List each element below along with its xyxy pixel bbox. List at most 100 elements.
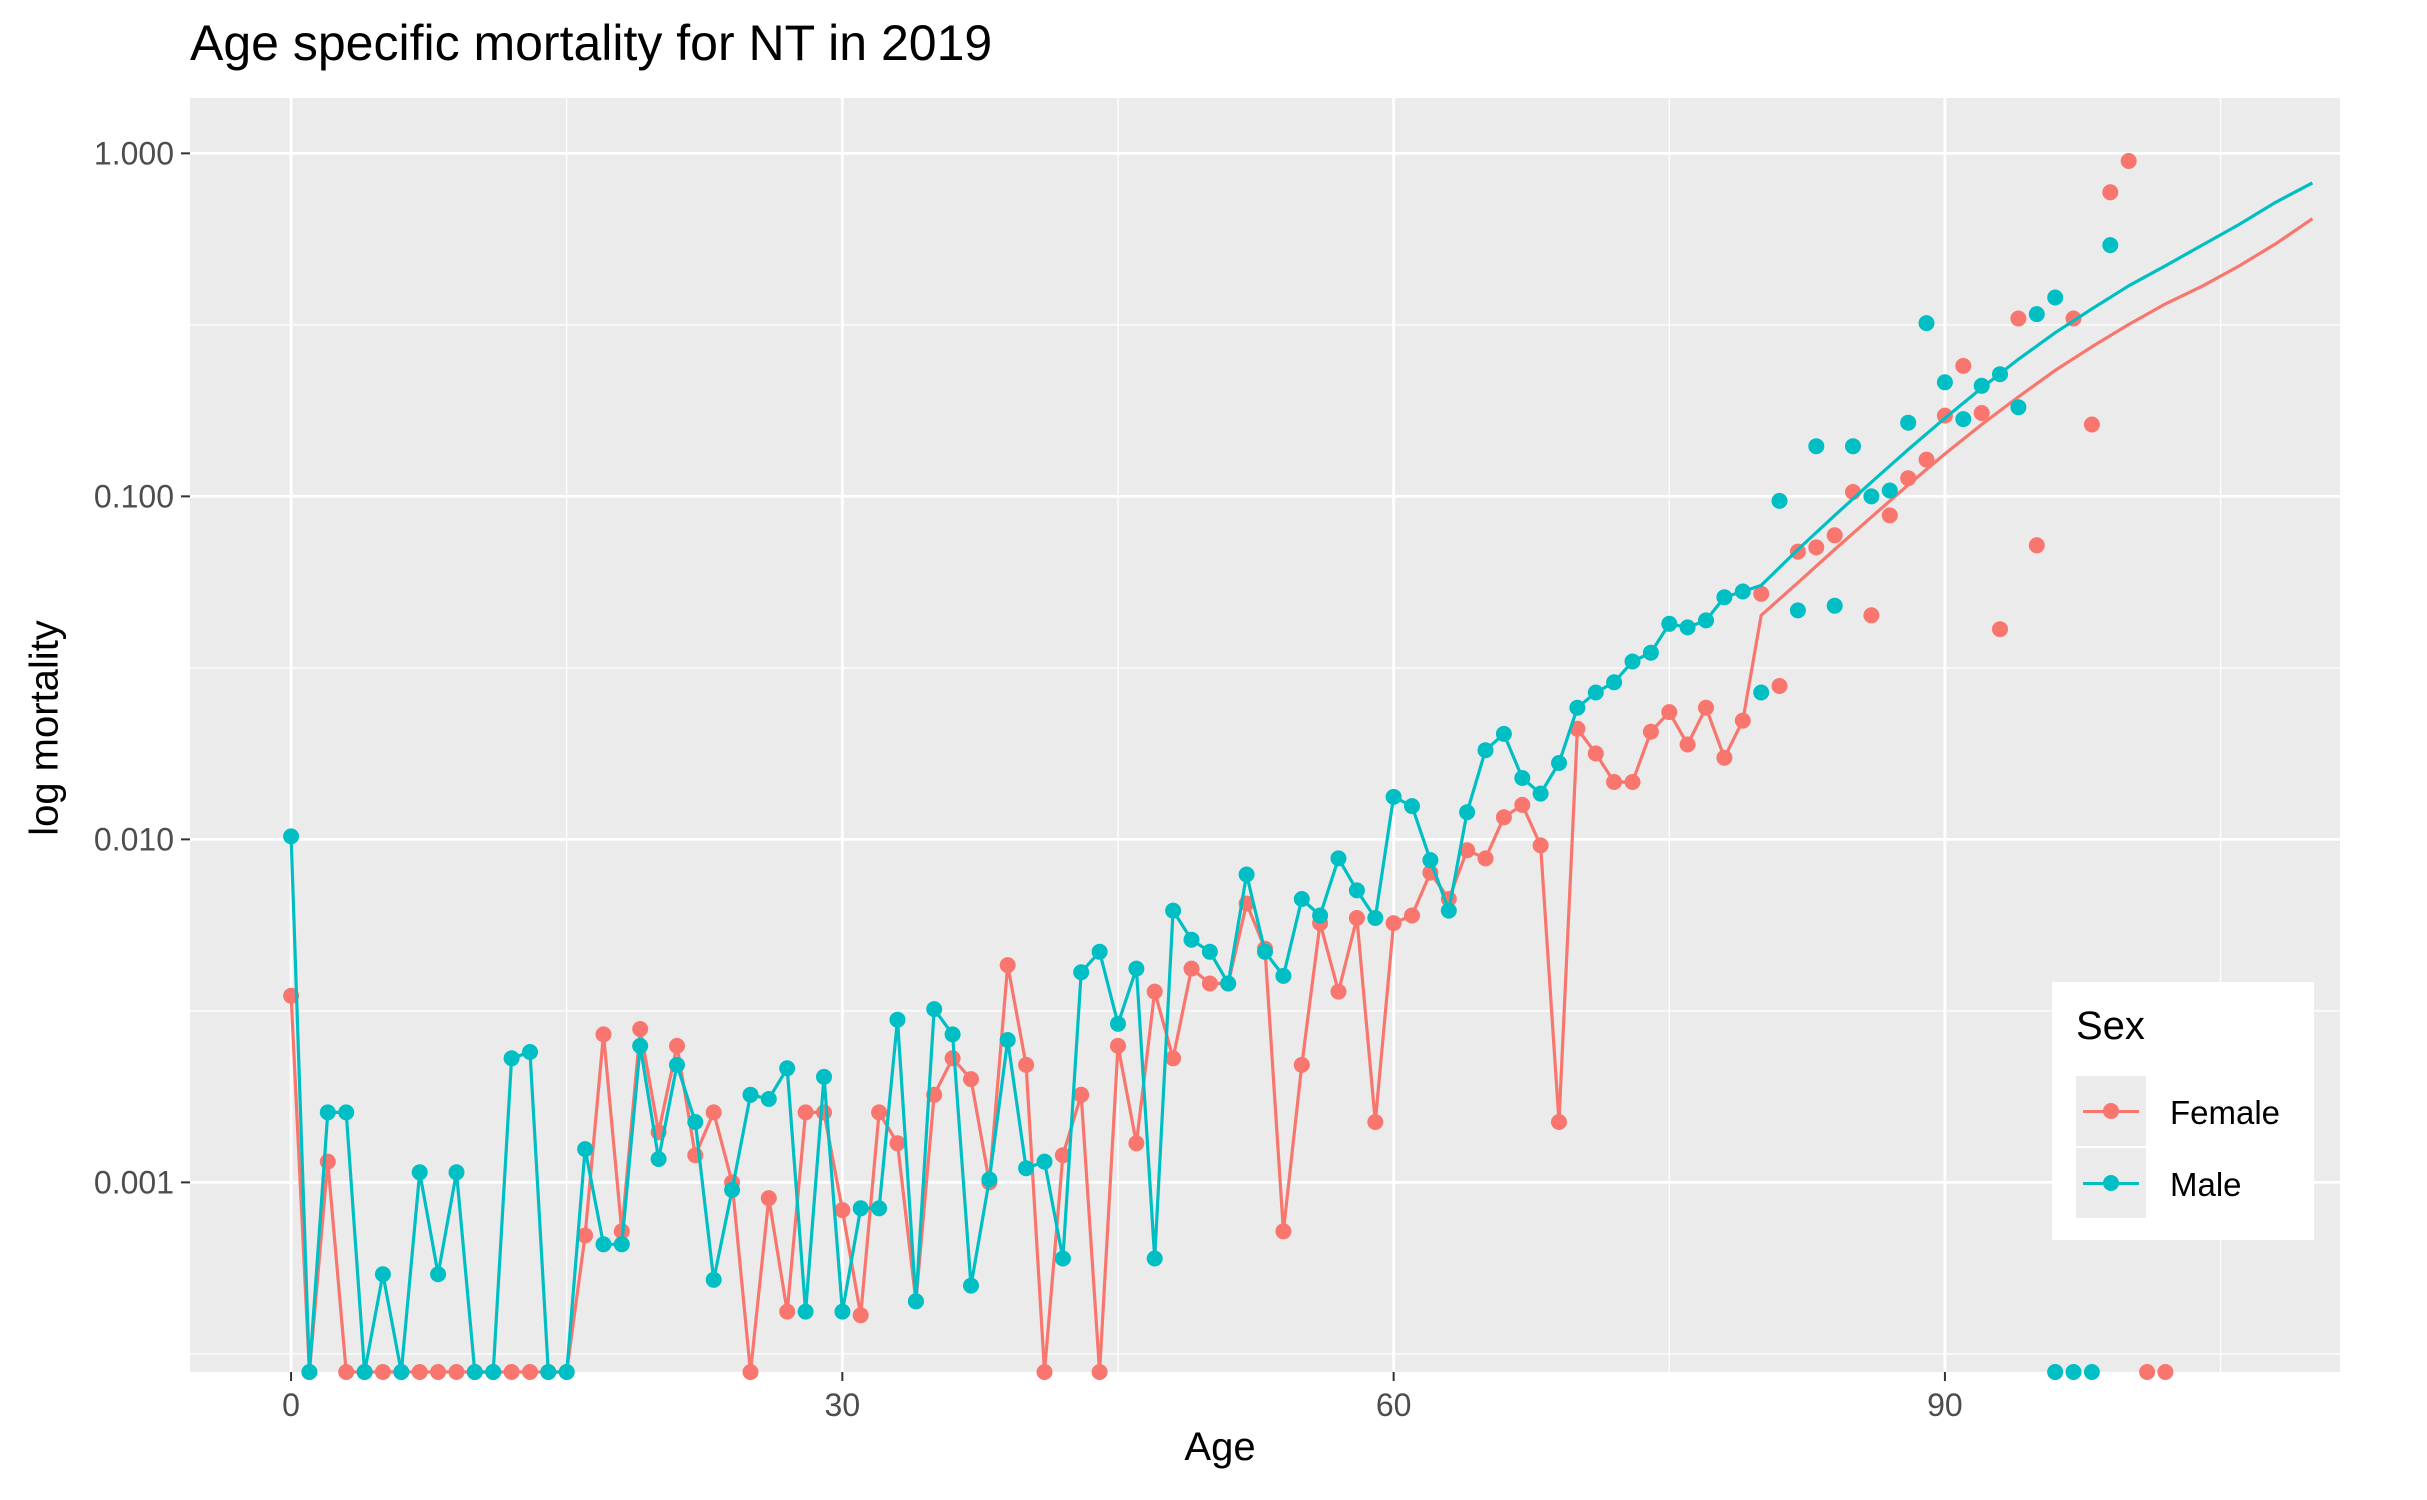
data-point-male <box>1789 602 1806 619</box>
chart-title: Age specific mortality for NT in 2019 <box>190 15 993 71</box>
data-point-male <box>1128 960 1145 977</box>
data-point-female <box>1551 1114 1567 1130</box>
data-point-male <box>981 1171 998 1188</box>
data-point-male <box>2083 1364 2100 1380</box>
data-point-female <box>1881 507 1898 524</box>
data-point-female <box>1587 745 1604 762</box>
data-point-male <box>999 1032 1016 1048</box>
data-point-female <box>1385 915 1402 932</box>
y-tick-label: 1.000 <box>94 135 174 171</box>
legend-item-female: Female <box>2076 1076 2296 1146</box>
data-point-male <box>907 1293 924 1310</box>
data-point-male <box>411 1164 428 1181</box>
data-point-male <box>1054 1250 1071 1267</box>
data-point-female <box>1201 975 1218 992</box>
data-point-male <box>2102 237 2119 254</box>
data-point-male <box>2010 399 2027 416</box>
data-point-male <box>540 1364 557 1380</box>
y-axis-label: log mortality <box>22 620 67 836</box>
data-point-female <box>1532 837 1549 854</box>
data-point-male <box>485 1364 502 1380</box>
legend-title: Sex <box>2076 1004 2145 1048</box>
y-tick-label: 0.010 <box>94 821 174 857</box>
data-point-female <box>2120 153 2137 169</box>
data-point-female <box>632 1021 649 1037</box>
data-point-male <box>889 1011 906 1028</box>
data-point-male <box>1220 975 1237 992</box>
data-point-male <box>1036 1153 1053 1170</box>
data-point-male <box>1367 910 1384 926</box>
data-point-male <box>1900 414 1917 431</box>
data-point-male <box>687 1114 704 1130</box>
data-point-female <box>779 1303 796 1320</box>
data-point-male <box>1348 882 1365 899</box>
data-point-male <box>834 1303 851 1320</box>
data-point-female <box>1073 1086 1090 1103</box>
legend-point-female <box>2103 1103 2119 1119</box>
data-point-female <box>522 1364 538 1380</box>
data-point-female <box>1698 699 1714 716</box>
data-point-male <box>301 1364 318 1380</box>
data-point-male <box>871 1200 888 1217</box>
data-point-male <box>1661 615 1678 632</box>
data-point-male <box>1459 804 1476 821</box>
data-point-female <box>2083 416 2100 433</box>
data-point-male <box>1992 366 2008 383</box>
data-point-male <box>2065 1364 2082 1380</box>
data-point-female <box>834 1202 851 1219</box>
data-point-male <box>283 828 300 845</box>
data-point-male <box>1642 644 1659 661</box>
x-tick-label: 0 <box>282 1387 300 1423</box>
data-point-female <box>374 1364 391 1380</box>
legend-label-female: Female <box>2170 1094 2281 1131</box>
data-point-female <box>1348 910 1365 926</box>
data-point-male <box>944 1026 961 1043</box>
data-point-male <box>558 1364 575 1380</box>
data-point-male <box>393 1364 410 1380</box>
data-point-female <box>1661 704 1678 721</box>
legend-key-female <box>2076 1076 2146 1146</box>
data-point-male <box>2047 1364 2064 1380</box>
x-tick-label: 60 <box>1376 1387 1412 1423</box>
data-point-female <box>319 1153 336 1170</box>
data-point-male <box>577 1141 594 1158</box>
data-point-male <box>1018 1160 1035 1177</box>
y-tick-label: 0.001 <box>94 1164 174 1200</box>
data-point-male <box>613 1236 630 1253</box>
data-point-male <box>448 1164 465 1181</box>
x-tick-label: 90 <box>1927 1387 1963 1423</box>
data-point-male <box>466 1364 483 1380</box>
data-point-female <box>2157 1364 2174 1380</box>
data-point-female <box>1734 712 1751 729</box>
data-point-female <box>2028 537 2045 554</box>
data-point-female <box>1642 723 1659 740</box>
series-line-female <box>289 217 2314 1374</box>
data-point-male <box>1238 866 1255 883</box>
data-point-female <box>595 1026 612 1043</box>
data-point-female <box>338 1364 355 1380</box>
data-point-female <box>503 1364 520 1380</box>
data-point-male <box>1146 1250 1163 1267</box>
data-point-male <box>1845 438 1861 455</box>
data-point-male <box>1624 653 1641 670</box>
data-point-female <box>1495 809 1512 826</box>
data-point-male <box>1404 798 1420 815</box>
data-point-female <box>2139 1364 2156 1380</box>
data-point-female <box>1771 678 1788 694</box>
data-point-male <box>1936 374 1953 391</box>
data-point-male <box>1257 943 1273 960</box>
data-point-female <box>1606 774 1623 790</box>
plot-panel <box>190 98 2340 1372</box>
data-point-male <box>1477 742 1494 759</box>
data-point-male <box>522 1044 538 1060</box>
data-point-female <box>1973 405 1990 421</box>
data-point-female <box>742 1364 759 1380</box>
data-point-female <box>963 1071 979 1088</box>
data-point-male <box>1973 377 1990 394</box>
data-point-female <box>411 1364 428 1380</box>
legend-point-male <box>2103 1175 2119 1191</box>
data-point-female <box>1477 850 1494 867</box>
data-point-female <box>1679 736 1696 753</box>
data-point-male <box>705 1271 722 1288</box>
data-point-female <box>1459 842 1476 859</box>
